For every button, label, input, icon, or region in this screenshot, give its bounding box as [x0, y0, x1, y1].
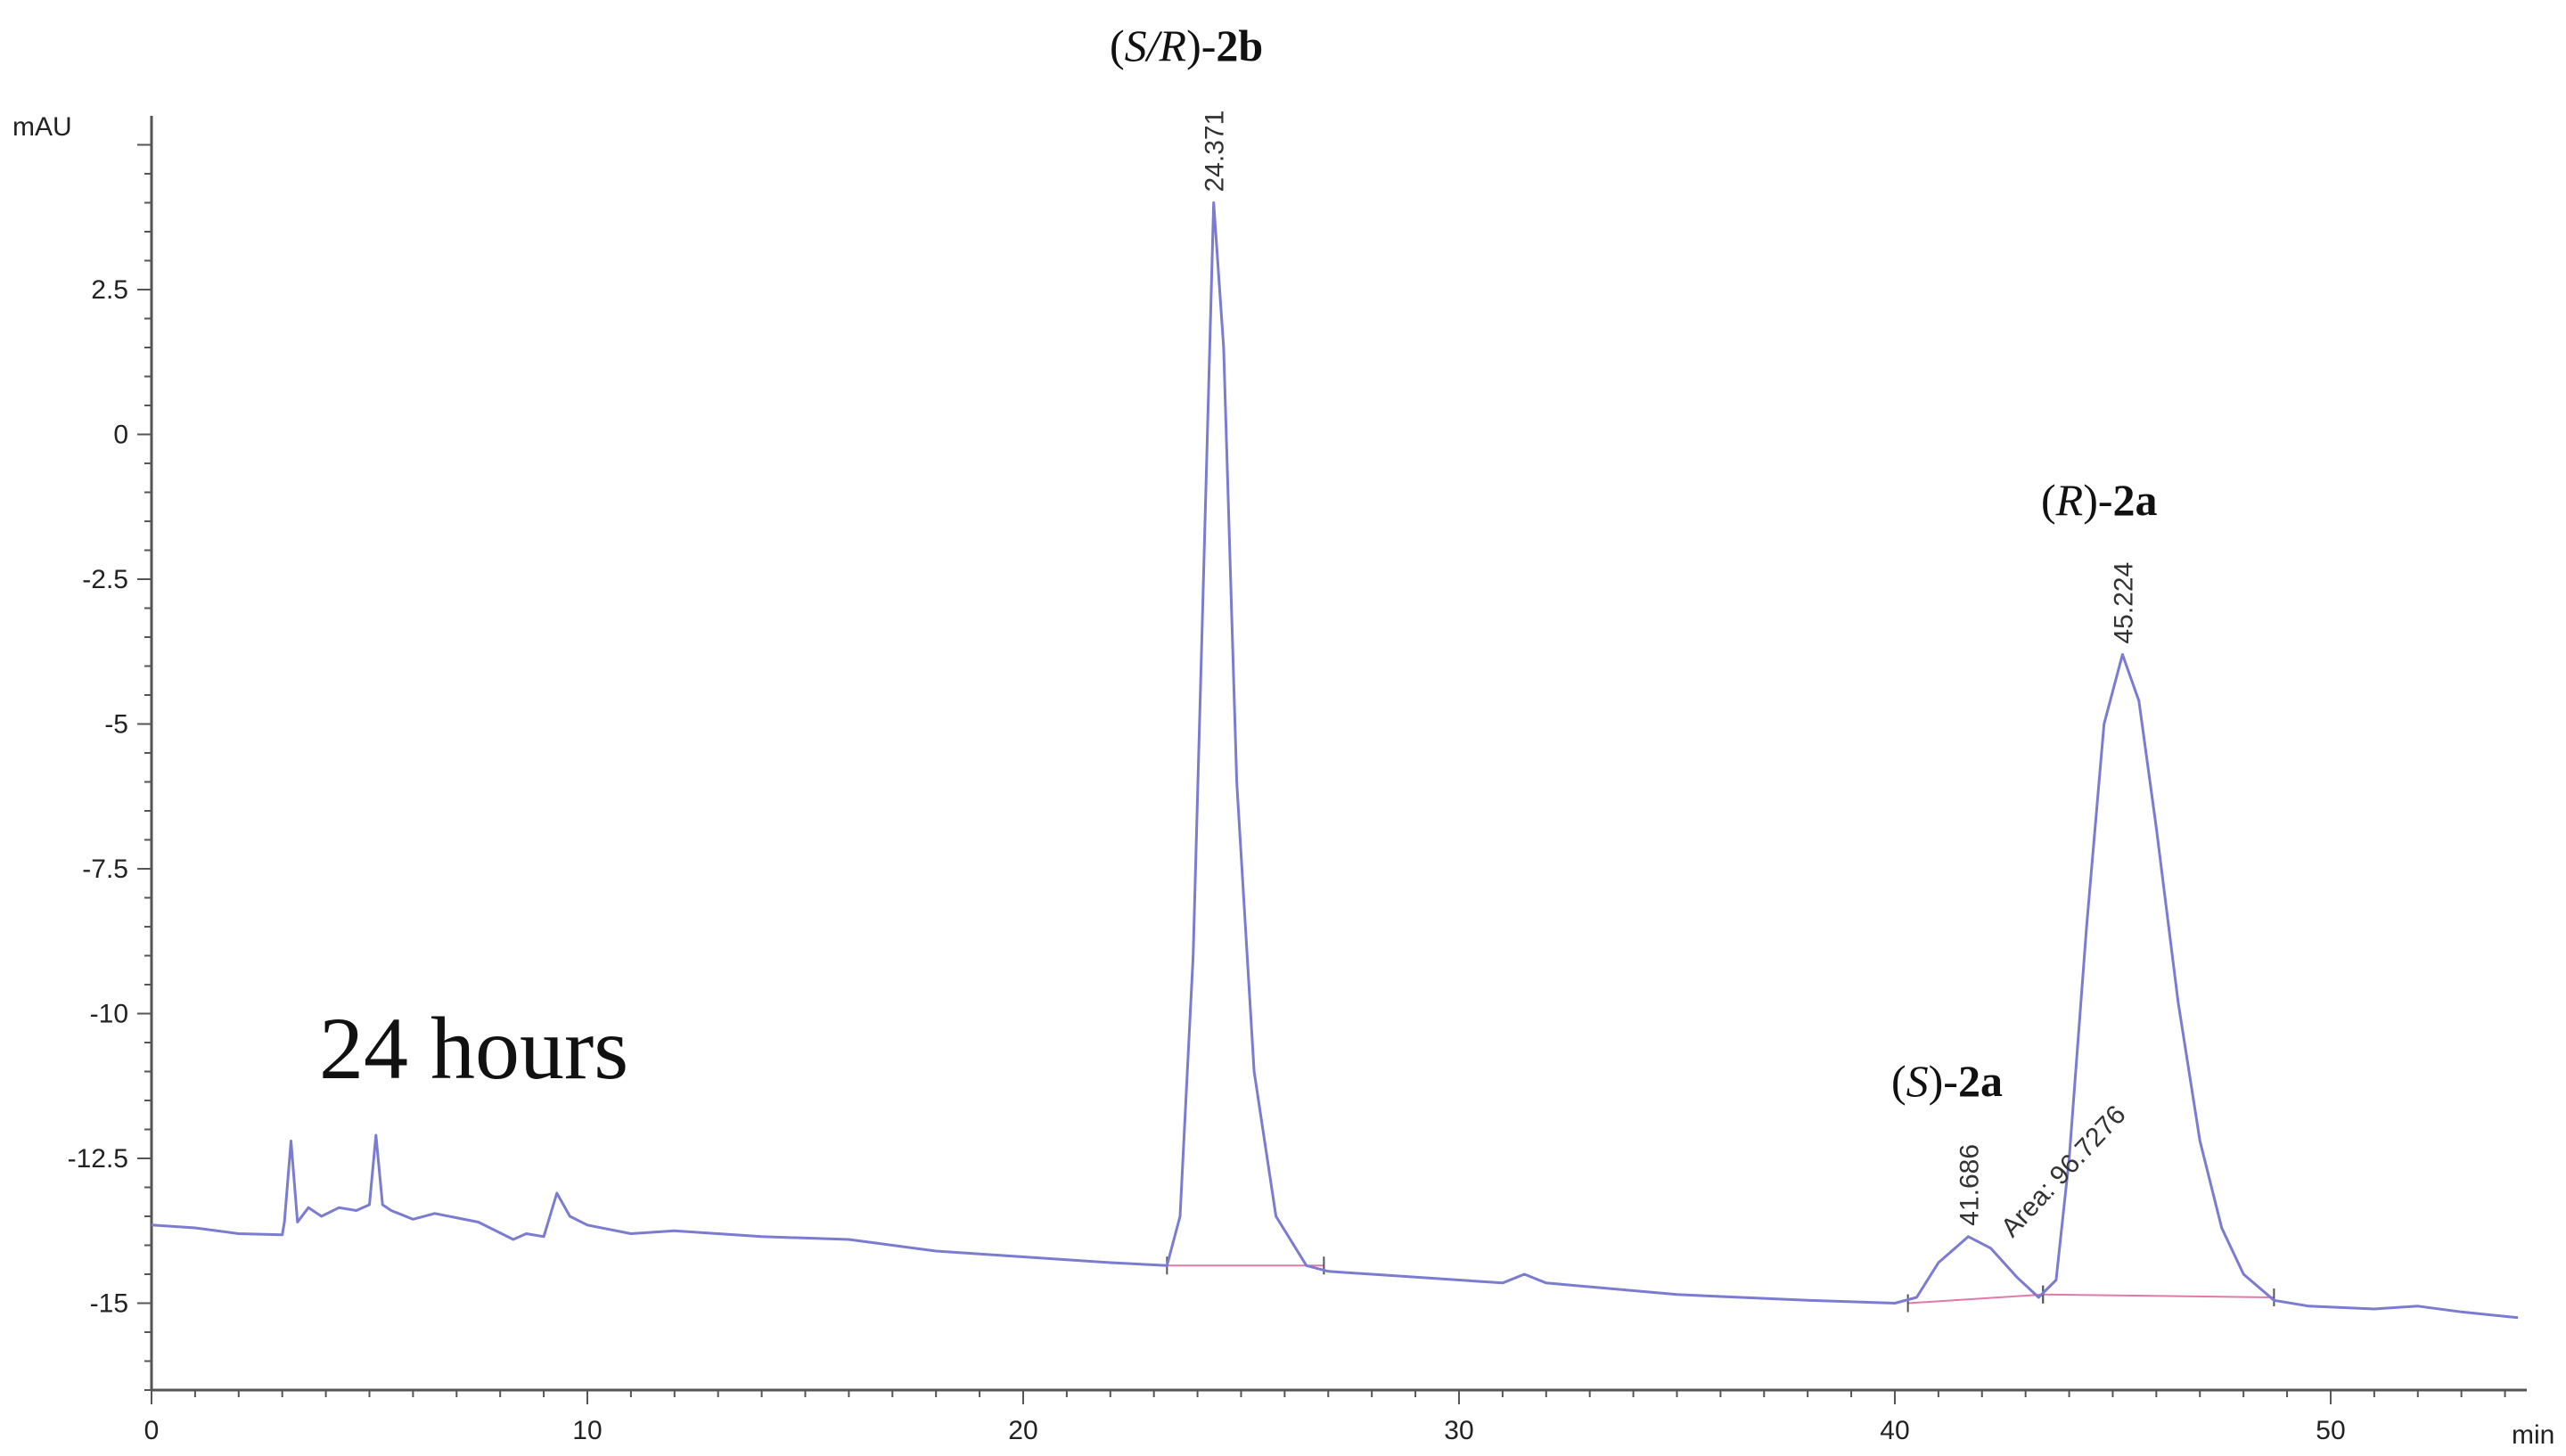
time-annotation: 24 hours: [319, 999, 628, 1098]
compound-label-part: (: [1110, 20, 1125, 70]
y-axis-unit: mAU: [12, 112, 72, 142]
x-tick-label: 40: [1880, 1416, 1909, 1445]
compound-label-part: )-: [2083, 475, 2112, 525]
compound-label-part: R: [2055, 475, 2084, 525]
compound-label-part: 2b: [1216, 20, 1263, 70]
y-tick-label: -10: [90, 1000, 128, 1029]
peak-retention-label: 45.224: [2109, 562, 2138, 644]
compound-label-part: )-: [1186, 20, 1216, 70]
chromatogram-trace: [151, 201, 2519, 1320]
compound-label-part: (: [1891, 1056, 1906, 1106]
compound-label-r-2a: (R)-2a: [2041, 475, 2158, 525]
compound-label-part: S: [1906, 1056, 1929, 1106]
peak-retention-label: 24.371: [1201, 110, 1230, 192]
y-tick-label: -7.5: [82, 855, 128, 884]
compound-label-s-2a: (S)-2a: [1891, 1056, 2003, 1106]
compound-label-part: 2a: [2113, 475, 2158, 525]
x-tick-label: 0: [144, 1416, 160, 1445]
peak-retention-label: 41.686: [1955, 1144, 1984, 1226]
x-tick-label: 30: [1444, 1416, 1473, 1445]
integration-baseline: [2043, 1293, 2275, 1298]
peak-labels: 24.371 41.686 45.224: [1201, 110, 2139, 1226]
x-tick-label: 10: [572, 1416, 602, 1445]
y-tick-label: -5: [104, 710, 128, 740]
compound-label-s-r-2b: (S/R)-2b: [1110, 20, 1263, 70]
x-tick-label: 20: [1008, 1416, 1037, 1445]
compound-label-part: (: [2041, 475, 2056, 525]
x-tick-label: 50: [2316, 1416, 2345, 1445]
y-tick-label: 2.5: [91, 275, 128, 305]
integration-baselines: [1166, 1256, 2275, 1313]
x-axis-unit: min: [2512, 1420, 2554, 1450]
y-tick-label: -15: [90, 1289, 128, 1319]
y-tick-label: -2.5: [82, 565, 128, 594]
y-tick-label: 0: [113, 421, 128, 450]
compound-label-part: 2a: [1958, 1056, 2003, 1106]
integration-baseline: [1907, 1293, 2044, 1305]
compound-label-part: S/R: [1125, 20, 1186, 70]
axis-ticks: 0 10 20 30 40 50 2.5 0 -2.5 -5 -7.5 -10 -12.5 -15: [68, 143, 2506, 1445]
compound-label-part: )-: [1929, 1056, 1958, 1106]
y-tick-label: -12.5: [68, 1144, 128, 1174]
